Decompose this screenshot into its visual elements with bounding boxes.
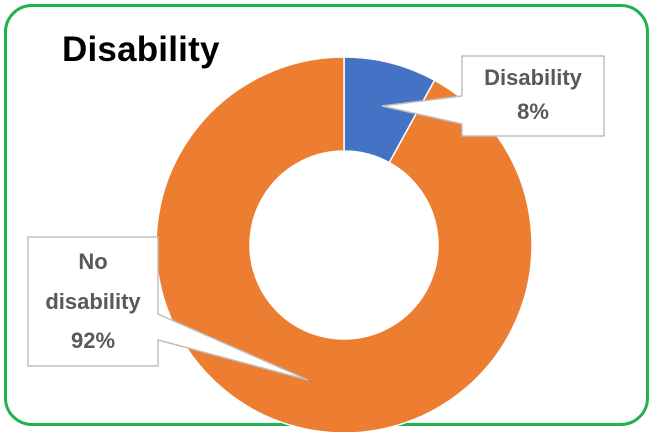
callout-disability-percent: 8% bbox=[517, 99, 549, 124]
callout-no-disability: No disability 92% bbox=[27, 236, 309, 381]
callout-disability: Disability 8% bbox=[381, 55, 605, 137]
slice-no-disability bbox=[155, 56, 533, 432]
callout-disability-name: Disability bbox=[484, 65, 583, 90]
callout-no-disability-box bbox=[27, 236, 309, 381]
callout-no-disability-line1: No bbox=[78, 249, 107, 274]
chart-title: Disability bbox=[62, 30, 220, 69]
callout-disability-box bbox=[381, 55, 605, 137]
callout-no-disability-percent: 92% bbox=[71, 328, 115, 353]
callout-no-disability-line2: disability bbox=[45, 289, 141, 314]
